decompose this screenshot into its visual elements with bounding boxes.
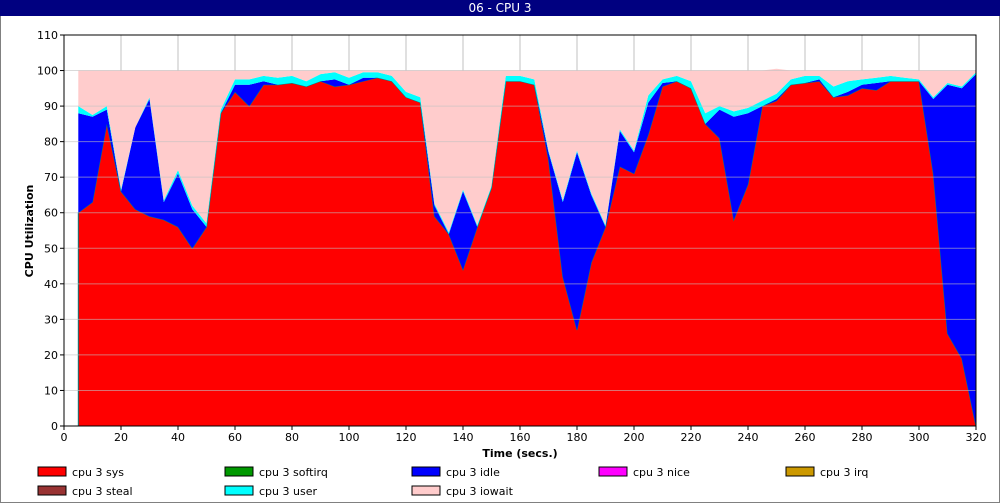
- x-tick-label: 120: [396, 431, 417, 444]
- x-tick-label: 160: [510, 431, 531, 444]
- y-tick-label: 40: [44, 278, 58, 291]
- legend-label-cpu-3-nice: cpu 3 nice: [633, 466, 690, 479]
- x-tick-label: 280: [852, 431, 873, 444]
- x-tick-label: 220: [681, 431, 702, 444]
- y-tick-label: 80: [44, 136, 58, 149]
- y-axis-title: CPU Utilization: [23, 185, 36, 278]
- x-tick-label: 300: [909, 431, 930, 444]
- legend-label-cpu-3-steal: cpu 3 steal: [72, 485, 133, 498]
- x-tick-label: 140: [453, 431, 474, 444]
- x-tick-label: 60: [228, 431, 242, 444]
- y-tick-label: 50: [44, 242, 58, 255]
- legend-swatch-cpu-3-sys: [37, 466, 67, 477]
- legend-label-cpu-3-sys: cpu 3 sys: [72, 466, 124, 479]
- x-tick-label: 320: [966, 431, 987, 444]
- legend-label-cpu-3-softirq: cpu 3 softirq: [259, 466, 328, 479]
- y-tick-label: 70: [44, 171, 58, 184]
- y-tick-label: 30: [44, 313, 58, 326]
- legend-label-cpu-3-user: cpu 3 user: [259, 485, 317, 498]
- legend-swatch-cpu-3-user: [224, 485, 254, 496]
- x-tick-label: 100: [339, 431, 360, 444]
- series-area-cpu-3-idle: [78, 74, 977, 426]
- x-tick-label: 180: [567, 431, 588, 444]
- plot-border: [63, 34, 977, 427]
- legend-swatch-cpu-3-idle: [411, 466, 441, 477]
- x-tick-label: 0: [61, 431, 68, 444]
- window-title: 06 - CPU 3: [0, 0, 1000, 16]
- x-tick-label: 20: [114, 431, 128, 444]
- y-tick-label: 10: [44, 384, 58, 397]
- x-tick-label: 80: [285, 431, 299, 444]
- y-tick-label: 60: [44, 207, 58, 220]
- y-tick-label: 20: [44, 349, 58, 362]
- y-tick-label: 100: [37, 65, 58, 78]
- legend-label-cpu-3-iowait: cpu 3 iowait: [446, 485, 514, 498]
- x-tick-label: 240: [738, 431, 759, 444]
- x-tick-label: 40: [171, 431, 185, 444]
- legend-swatch-cpu-3-nice: [598, 466, 628, 477]
- x-axis-title: Time (secs.): [482, 447, 557, 460]
- legend-swatch-cpu-3-irq: [785, 466, 815, 477]
- legend-label-cpu-3-irq: cpu 3 irq: [820, 466, 868, 479]
- legend-swatch-cpu-3-iowait: [411, 485, 441, 496]
- y-tick-label: 90: [44, 100, 58, 113]
- y-tick-label: 0: [51, 420, 58, 433]
- legend-swatch-cpu-3-softirq: [224, 466, 254, 477]
- y-tick-label: 110: [37, 29, 58, 42]
- x-tick-label: 200: [624, 431, 645, 444]
- x-tick-label: 260: [795, 431, 816, 444]
- legend-swatch-cpu-3-steal: [37, 485, 67, 496]
- legend-label-cpu-3-idle: cpu 3 idle: [446, 466, 500, 479]
- series-area-cpu-3-iowait: [78, 68, 977, 233]
